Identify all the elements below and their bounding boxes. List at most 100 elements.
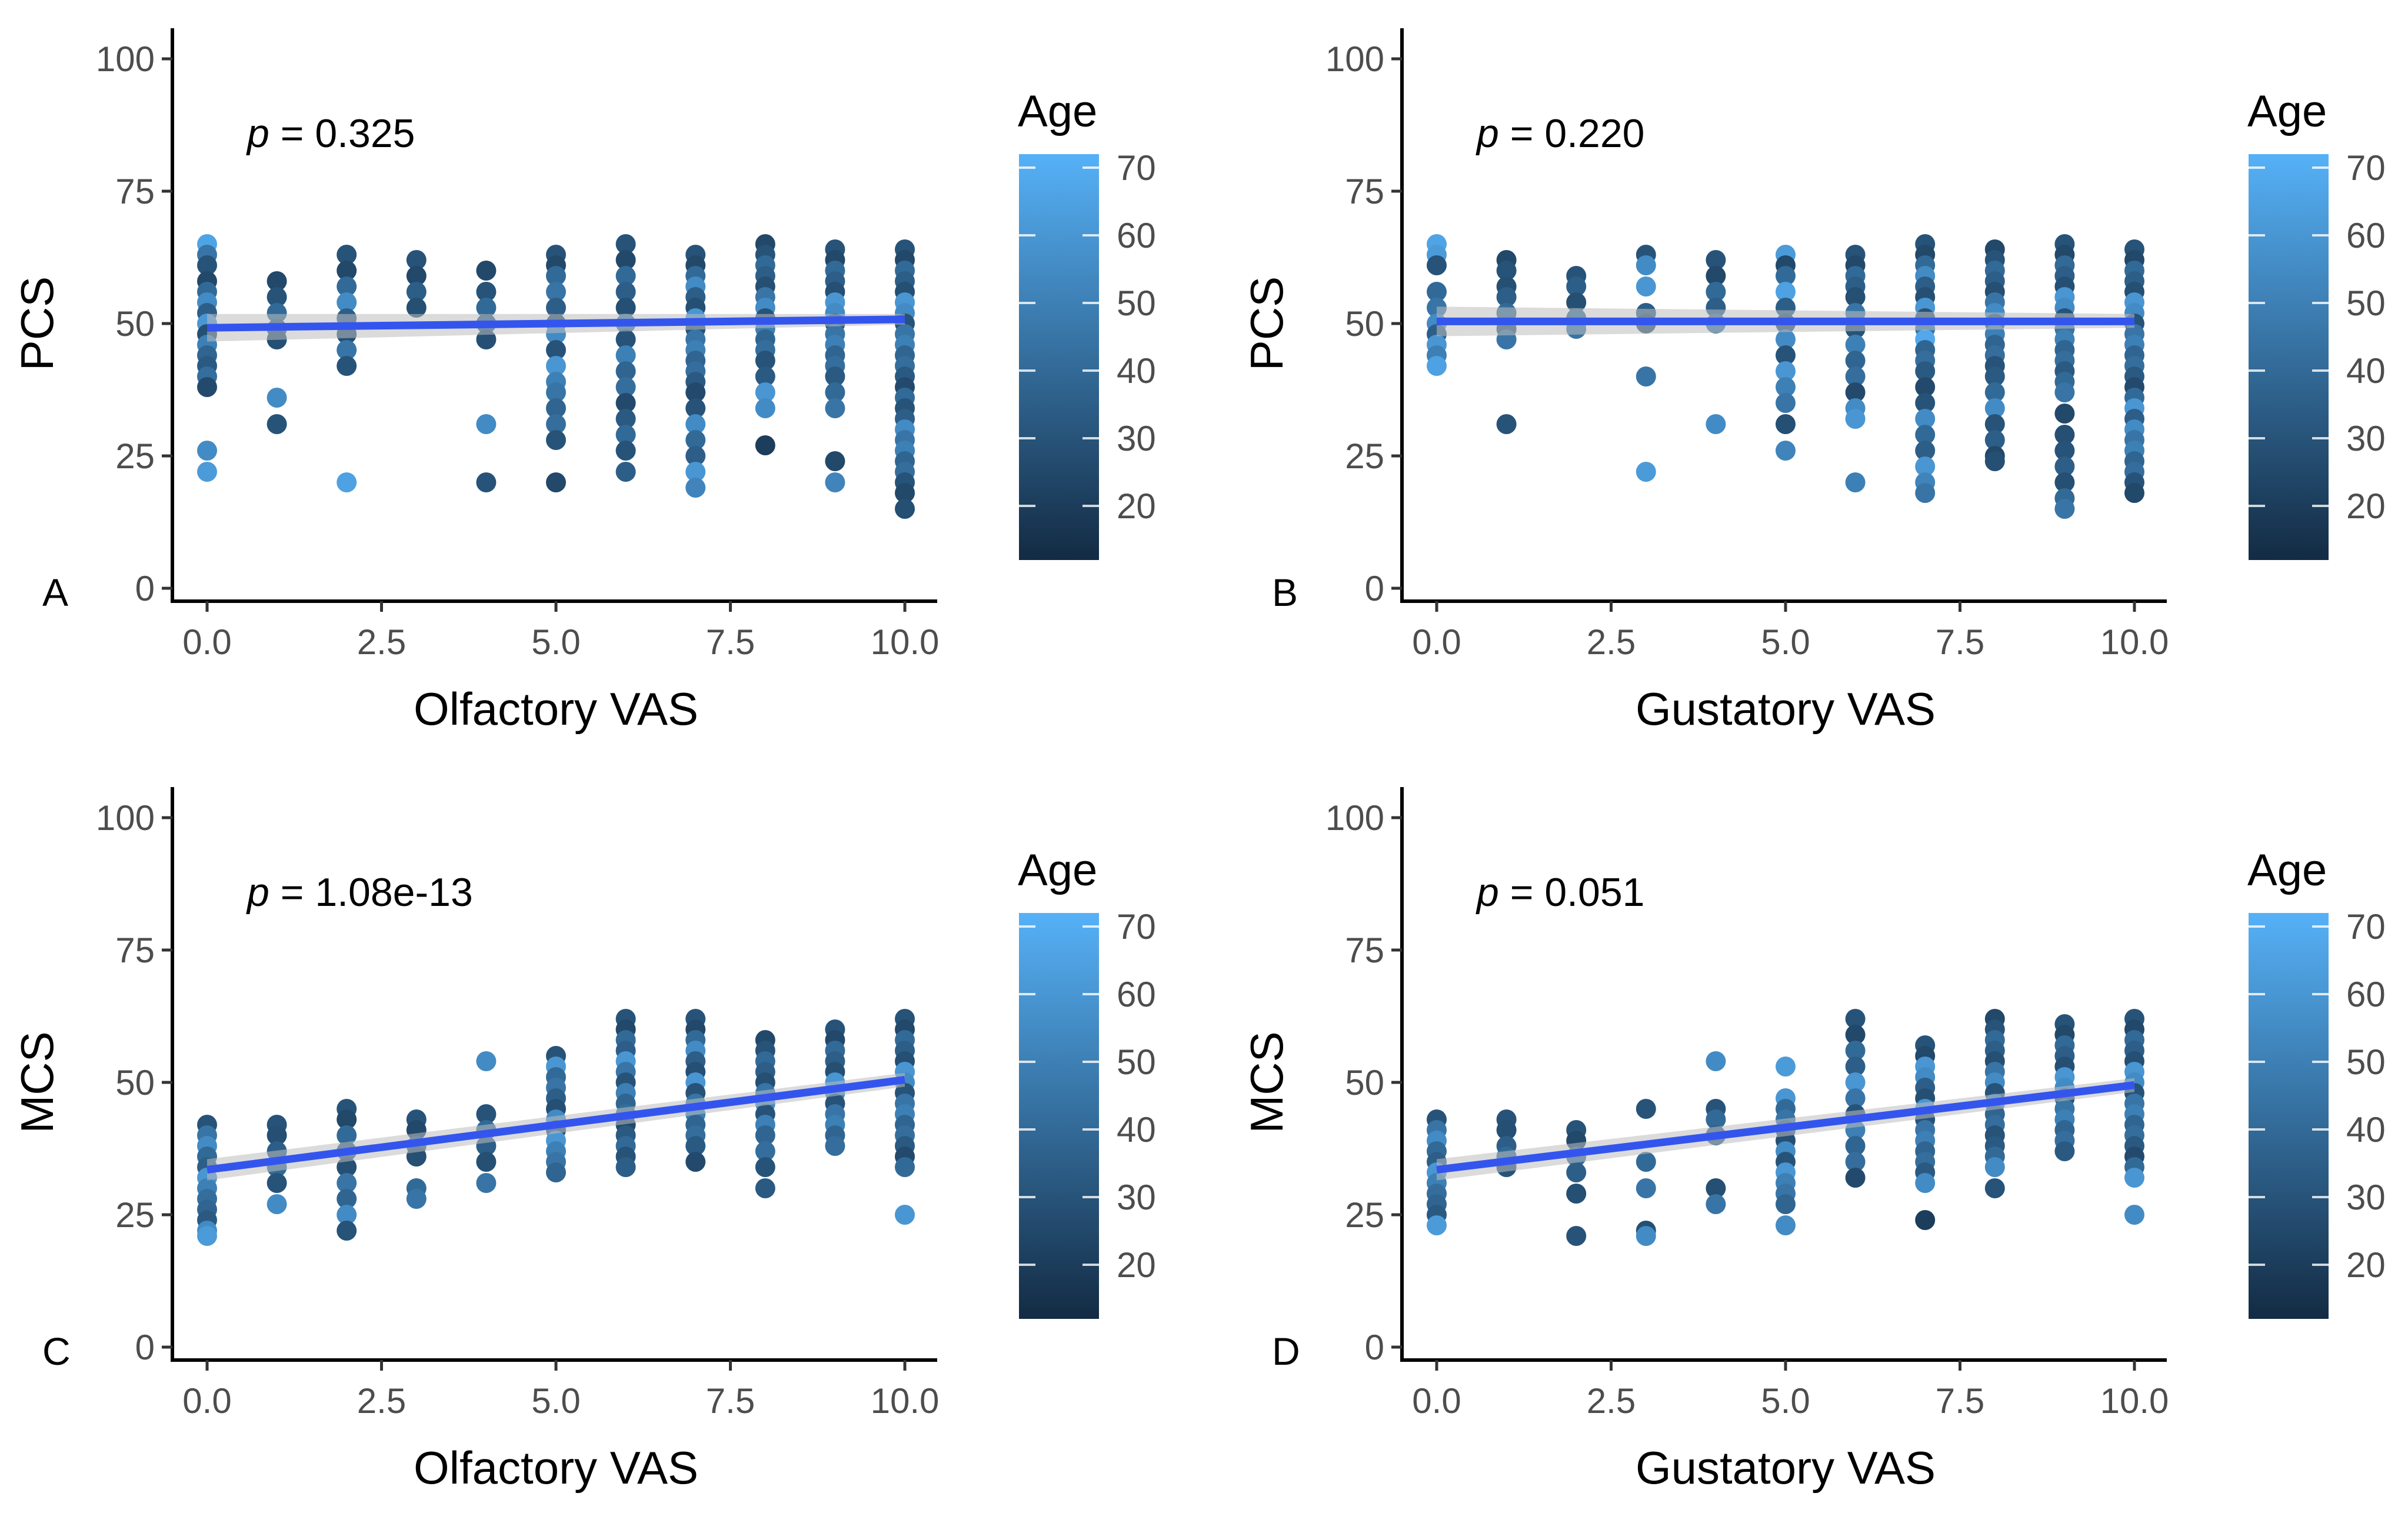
data-point	[337, 1189, 357, 1209]
data-point	[337, 292, 357, 312]
legend-title: Age	[1018, 845, 1097, 895]
data-point	[1845, 335, 1866, 355]
data-point	[476, 1173, 497, 1193]
y-tick-label: 50	[115, 1063, 155, 1102]
data-point	[337, 1173, 357, 1193]
y-tick-label: 50	[115, 304, 155, 344]
data-point	[1566, 1226, 1587, 1246]
data-point	[1984, 398, 2005, 418]
data-point	[1776, 345, 1796, 365]
data-point	[1427, 255, 1447, 275]
data-point	[1984, 1157, 2005, 1177]
y-tick-label: 0	[135, 1328, 155, 1367]
data-point	[1776, 282, 1796, 302]
data-point	[895, 483, 915, 503]
data-point	[1636, 366, 1656, 386]
p-value-symbol: p	[246, 111, 269, 156]
legend-tick-label: 70	[2346, 148, 2386, 188]
data-point	[755, 366, 775, 386]
data-point	[615, 298, 636, 318]
colorbar	[1019, 913, 1099, 1319]
data-point	[1915, 409, 1936, 429]
data-point	[1845, 1041, 1866, 1061]
data-point	[755, 351, 775, 371]
data-point	[2054, 425, 2075, 445]
data-point	[2054, 441, 2075, 461]
y-tick-label: 75	[1345, 172, 1384, 211]
legend-tick-label: 50	[2346, 284, 2386, 323]
legend-tick-label: 20	[1117, 1245, 1156, 1285]
data-point	[546, 398, 566, 418]
legend-tick-label: 70	[1117, 907, 1156, 947]
legend-tick-label: 70	[1117, 148, 1156, 188]
data-point	[755, 1125, 775, 1145]
data-point	[197, 441, 217, 461]
age-legend: Age 70 60 50 40 30 20	[1018, 86, 1156, 560]
data-point	[406, 1189, 427, 1209]
y-tick-label: 50	[1345, 1063, 1384, 1102]
data-point	[197, 377, 217, 397]
y-tick-label: 100	[96, 798, 155, 838]
data-point	[1496, 414, 1517, 434]
legend-tick-label: 60	[1117, 975, 1156, 1014]
data-point	[1776, 414, 1796, 434]
data-point	[546, 382, 566, 402]
data-point	[546, 266, 566, 286]
data-point	[337, 340, 357, 360]
y-axis-title: MCS	[1241, 1031, 1293, 1133]
p-value-text: = 0.051	[1499, 870, 1645, 915]
x-tick-label: 10.0	[2100, 622, 2169, 662]
data-point	[476, 1152, 497, 1172]
data-point	[476, 282, 497, 302]
data-point	[1915, 483, 1936, 503]
colorbar	[2249, 154, 2329, 560]
data-point	[825, 472, 845, 492]
x-tick-label: 10.0	[2100, 1381, 2169, 1421]
panels: 0 25 50 75 100 0.0 2.5 5.0 7.5 10.0 Olfactory VAS P…	[11, 28, 2386, 1494]
data-point	[1566, 1184, 1587, 1204]
data-point	[685, 414, 706, 434]
x-tick-label: 0.0	[182, 1381, 231, 1421]
data-point	[1984, 430, 2005, 450]
legend-tick-label: 60	[2346, 975, 2386, 1014]
legend-tick-label: 40	[2346, 1110, 2386, 1149]
data-point	[1845, 287, 1866, 307]
x-tick-label: 2.5	[1587, 622, 1636, 662]
data-point	[546, 430, 566, 450]
data-point	[1915, 456, 1936, 476]
y-tick-label: 25	[1345, 1195, 1384, 1235]
panel-c: 0 25 50 75 100 0.0 2.5 5.0 7.5 10.0 Olfactory VAS M…	[11, 787, 1156, 1494]
data-point	[825, 398, 845, 418]
data-point	[755, 435, 775, 455]
data-point	[1984, 414, 2005, 434]
p-value-text: = 1.08e-13	[269, 870, 473, 915]
x-tick-label: 10.0	[871, 622, 940, 662]
data-point	[1496, 1120, 1517, 1140]
age-legend: Age 70 60 50 40 30 20	[1018, 845, 1156, 1319]
data-point	[1845, 472, 1866, 492]
x-tick-label: 0.0	[1412, 1381, 1461, 1421]
panel-b: 0 25 50 75 100 0.0 2.5 5.0 7.5 10.0 Gustatory VAS P…	[1241, 28, 2386, 735]
data-point	[685, 478, 706, 498]
y-tick-label: 100	[96, 39, 155, 79]
data-point	[476, 472, 497, 492]
data-point	[1845, 351, 1866, 371]
data-point	[197, 462, 217, 482]
panel-letter: D	[1272, 1329, 1300, 1373]
legend-tick-label: 70	[2346, 907, 2386, 947]
data-point	[1845, 366, 1866, 386]
data-point	[825, 1136, 845, 1156]
y-axis-title: MCS	[11, 1031, 63, 1133]
x-tick-label: 0.0	[182, 622, 231, 662]
data-point	[337, 472, 357, 492]
x-tick-label: 5.0	[1761, 622, 1810, 662]
data-point	[337, 1109, 357, 1129]
data-point	[476, 1104, 497, 1124]
data-point	[476, 1051, 497, 1071]
age-legend: Age 70 60 50 40 30 20	[2247, 845, 2386, 1319]
data-point	[615, 345, 636, 365]
data-point	[1776, 377, 1796, 397]
data-point	[406, 250, 427, 270]
panel-letter: A	[42, 571, 68, 614]
data-point	[615, 1157, 636, 1177]
